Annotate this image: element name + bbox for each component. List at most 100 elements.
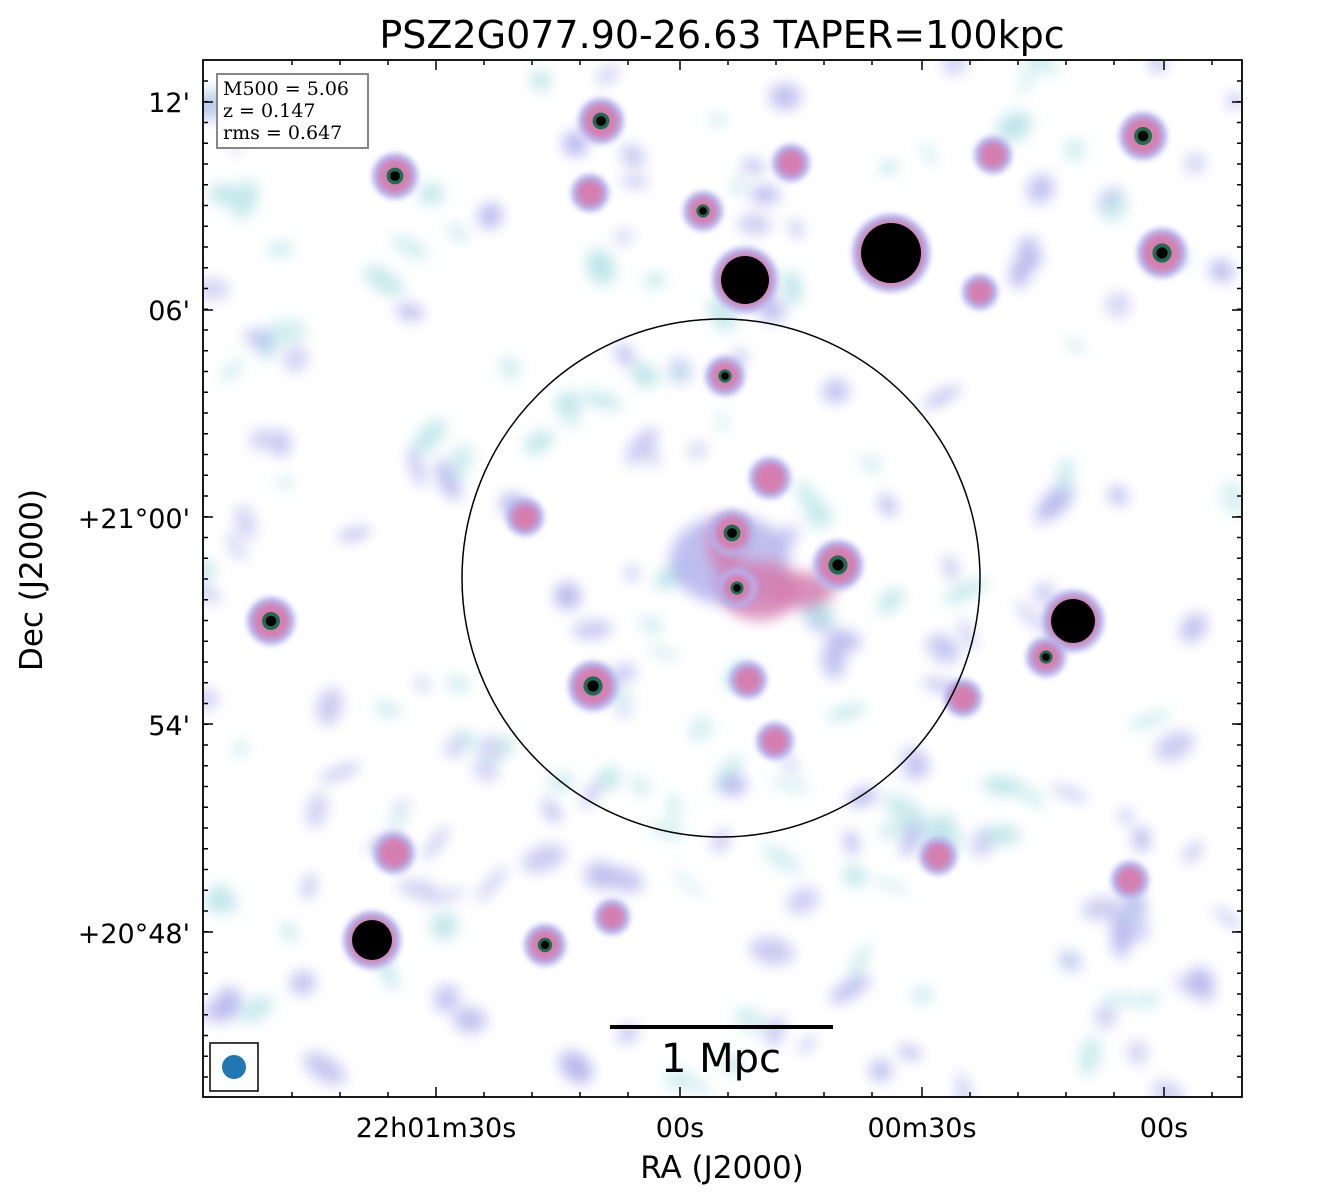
source-peak xyxy=(390,171,400,181)
noise-blob xyxy=(943,579,987,604)
noise-blob xyxy=(1007,779,1046,809)
source-body xyxy=(925,843,951,869)
noise-blob xyxy=(664,1069,698,1091)
noise-blob xyxy=(632,362,658,388)
noise-blob xyxy=(261,319,308,346)
noise-blob xyxy=(827,629,862,651)
x-tick-label: 00m30s xyxy=(867,1113,976,1144)
noise-blob xyxy=(422,826,449,861)
noise-blob xyxy=(712,754,743,793)
source-body xyxy=(379,838,409,868)
noise-blob xyxy=(1108,485,1129,506)
noise-blob xyxy=(203,559,217,581)
noise-blob xyxy=(786,887,820,915)
noise-blob xyxy=(1119,806,1132,826)
noise-blob xyxy=(316,687,344,726)
noise-blob xyxy=(1187,967,1216,995)
noise-blob xyxy=(457,729,481,753)
r500-circle xyxy=(461,318,981,838)
noise-blob xyxy=(723,1055,743,1074)
source-body xyxy=(980,142,1006,168)
noise-blob xyxy=(1011,253,1044,272)
source-peak xyxy=(1051,599,1095,643)
source-peak xyxy=(1156,247,1168,259)
noise-blob xyxy=(305,792,329,829)
noise-blob xyxy=(472,761,498,782)
noise-blob xyxy=(709,113,727,127)
noise-blob xyxy=(1105,292,1131,318)
y-tick-label: 54' xyxy=(148,711,190,742)
source-body xyxy=(512,504,538,530)
noise-blob xyxy=(420,888,467,904)
noise-blob xyxy=(767,1015,785,1047)
noise-blob xyxy=(926,634,960,663)
noise-blob xyxy=(942,60,966,76)
noise-blob xyxy=(1078,1036,1102,1077)
noise-blob xyxy=(572,620,613,639)
noise-blob xyxy=(878,494,897,516)
noise-blob xyxy=(1154,731,1195,761)
source-body xyxy=(735,667,761,693)
noise-blob xyxy=(647,644,680,661)
noise-blob xyxy=(1221,480,1242,517)
noise-blob xyxy=(822,639,846,679)
source-peak xyxy=(699,207,707,215)
noise-blob xyxy=(389,809,407,828)
noise-blob xyxy=(1132,826,1150,853)
noise-blob xyxy=(445,676,471,692)
noise-blob xyxy=(687,442,708,459)
noise-blob xyxy=(499,357,521,380)
noise-blob xyxy=(597,766,621,790)
x-tick-label: 00s xyxy=(656,1113,704,1144)
noise-blob xyxy=(762,844,802,874)
noise-blob xyxy=(596,64,620,85)
noise-blob xyxy=(1064,337,1085,354)
source-peak xyxy=(540,940,550,950)
x-tick-label: 22h01m30s xyxy=(356,1113,517,1144)
noise-blob xyxy=(638,615,664,635)
noise-blob xyxy=(621,176,649,187)
noise-blob xyxy=(498,736,514,756)
noise-blob xyxy=(203,688,218,710)
noise-blob xyxy=(1034,502,1049,526)
noise-blob xyxy=(1057,951,1082,972)
noise-blob xyxy=(1014,602,1049,633)
source-peak xyxy=(1137,130,1149,142)
source-peak xyxy=(1042,653,1050,661)
noise-blob xyxy=(319,763,361,782)
noise-blob xyxy=(478,202,503,229)
source-peak xyxy=(733,584,741,592)
diffuse-emission-layer xyxy=(203,60,1242,1097)
figure-title: PSZ2G077.90-26.63 TAPER=100kpc xyxy=(379,13,1064,57)
noise-blob xyxy=(302,873,316,900)
noise-blob xyxy=(741,159,766,173)
noise-blob xyxy=(249,428,274,451)
noise-blob xyxy=(615,343,635,367)
noise-blob xyxy=(393,800,411,811)
source-peak xyxy=(727,528,737,538)
noise-blob xyxy=(717,410,727,434)
noise-blob xyxy=(720,775,747,796)
noise-blob xyxy=(363,265,405,297)
noise-blob xyxy=(672,869,705,899)
info-rms: rms = 0.647 xyxy=(223,122,342,144)
noise-blob xyxy=(1127,1040,1148,1065)
noise-blob xyxy=(230,179,259,221)
noise-blob xyxy=(749,937,795,965)
info-box: M500 = 5.06 z = 0.147 rms = 0.647 xyxy=(216,73,369,149)
noise-blob xyxy=(996,111,1032,142)
x-axis-label: RA (J2000) xyxy=(640,1150,804,1186)
source-peak xyxy=(596,116,606,126)
noise-blob xyxy=(1182,840,1203,864)
noise-blob xyxy=(922,385,962,409)
noise-blob xyxy=(234,504,257,541)
noise-blob xyxy=(1057,456,1074,497)
radio-image xyxy=(203,60,1242,1097)
noise-blob xyxy=(203,1003,214,1023)
axis-ticks xyxy=(203,60,1242,1097)
noise-blob xyxy=(586,249,616,286)
noise-blob xyxy=(226,533,246,562)
noise-blob xyxy=(694,1080,711,1097)
noise-blob xyxy=(1226,93,1242,108)
noise-blob xyxy=(412,419,447,455)
